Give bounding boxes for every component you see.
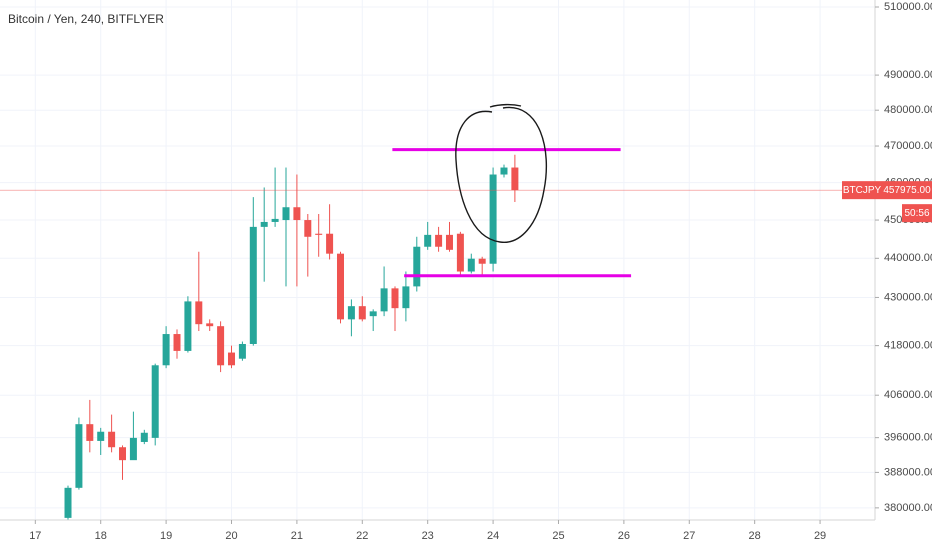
- y-tick-label: 510000.00: [884, 1, 932, 13]
- y-tick-label: 396000.00: [884, 432, 932, 444]
- x-tick-label: 18: [95, 530, 107, 542]
- candle-body: [511, 167, 519, 191]
- last-price-tag: [883, 181, 932, 200]
- symbol-tag-text: BTCJPY: [843, 185, 882, 196]
- last-price-text: 457975.00: [883, 185, 931, 196]
- candle-body: [228, 352, 236, 366]
- candle-body: [347, 306, 355, 320]
- y-tick-label: 490000.00: [884, 69, 932, 81]
- candle-body: [478, 258, 486, 264]
- candle-body: [424, 234, 432, 247]
- candle-body: [336, 253, 344, 320]
- candle-body: [97, 431, 105, 441]
- candle-body: [151, 365, 159, 438]
- candle-body: [489, 174, 497, 264]
- candle-body: [75, 424, 83, 488]
- candle-body: [249, 226, 257, 344]
- x-tick-label: 22: [356, 530, 368, 542]
- x-tick-label: 27: [683, 530, 695, 542]
- circle-drawing: [455, 106, 548, 243]
- candle-body: [282, 207, 290, 221]
- countdown-tag: [902, 204, 932, 223]
- y-tick-label: 470000.00: [884, 140, 932, 152]
- x-tick-label: 23: [422, 530, 434, 542]
- candle-body: [369, 311, 377, 317]
- y-tick-label: 480000.00: [884, 104, 932, 116]
- plot: [0, 148, 875, 520]
- candle-body: [500, 167, 508, 175]
- axes: 380000.00 388000.00 396000.00 406000.00 4180…: [29, 1, 932, 542]
- candle-body: [402, 286, 410, 309]
- candle-body: [195, 301, 203, 325]
- candle-body: [315, 233, 323, 235]
- x-tick-label: 26: [618, 530, 630, 542]
- x-tick-label: 28: [749, 530, 761, 542]
- circle-drawing-tail: [489, 103, 522, 108]
- candle-body: [238, 343, 246, 359]
- y-tick-label: 418000.00: [884, 340, 932, 352]
- chart-title: Bitcoin / Yen, 240, BITFLYER: [8, 12, 164, 26]
- x-tick-label: 29: [814, 530, 826, 542]
- y-tick-label: 430000.00: [884, 291, 932, 303]
- candle-body: [86, 424, 94, 441]
- candle-body: [467, 258, 475, 272]
- x-tick-label: 17: [29, 530, 41, 542]
- candle-body: [217, 326, 225, 366]
- symbol-tag: [842, 181, 883, 200]
- candle-body: [119, 447, 127, 461]
- x-tick-label: 19: [160, 530, 172, 542]
- y-tick-label: 380000.00: [884, 502, 932, 514]
- candle-body: [173, 334, 181, 351]
- candle-body: [391, 288, 399, 309]
- candle-body: [184, 301, 192, 351]
- candle-body: [304, 220, 312, 237]
- x-tick-label: 24: [487, 530, 499, 542]
- x-tick-label: 21: [291, 530, 303, 542]
- x-tick-label: 20: [225, 530, 237, 542]
- candle-body: [129, 437, 137, 461]
- candle-body: [413, 246, 421, 287]
- candle-body: [260, 221, 268, 227]
- candle-body: [206, 323, 214, 327]
- candle-body: [271, 218, 279, 222]
- y-tick-label: 406000.00: [884, 389, 932, 401]
- candle-body: [435, 234, 443, 247]
- candle-body: [456, 233, 464, 272]
- candle-body: [380, 288, 388, 312]
- candle-body: [108, 431, 116, 448]
- candle-body: [326, 233, 334, 254]
- candle-body: [293, 207, 301, 221]
- y-tick-label: 388000.00: [884, 466, 932, 478]
- candle-body: [358, 306, 366, 320]
- countdown-text: 50:56: [904, 208, 929, 219]
- candle-body: [140, 432, 148, 442]
- x-tick-label: 25: [552, 530, 564, 542]
- y-tick-label: 440000.00: [884, 252, 932, 264]
- candle-body: [445, 234, 453, 250]
- candle-body: [64, 487, 72, 518]
- candle-body: [162, 334, 170, 366]
